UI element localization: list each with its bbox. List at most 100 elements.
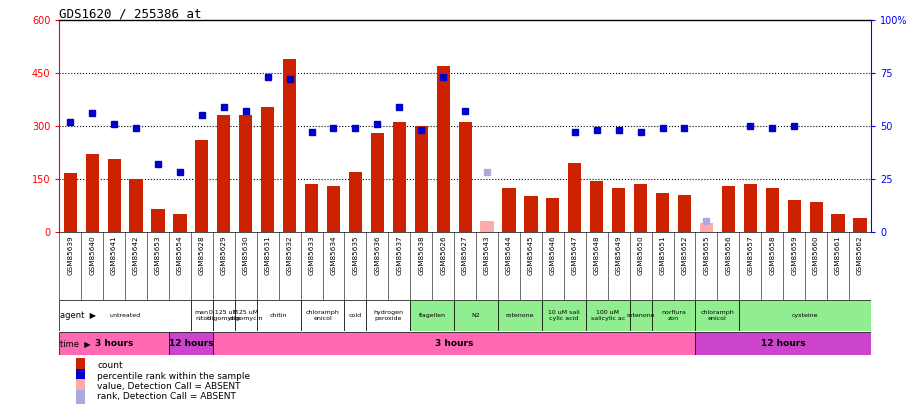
Text: GSM85636: GSM85636 [374, 235, 380, 275]
Text: GSM85626: GSM85626 [440, 235, 445, 275]
Text: GSM85654: GSM85654 [177, 235, 183, 275]
Bar [739, 300, 870, 330]
Text: 3 hours: 3 hours [435, 339, 473, 348]
Text: GSM85637: GSM85637 [396, 235, 402, 275]
Bar [107, 160, 120, 232]
Bar [169, 332, 212, 355]
Bar [234, 300, 256, 330]
Text: cysteine: cysteine [791, 313, 817, 318]
Text: 1.25 uM
oligomycin: 1.25 uM oligomycin [229, 310, 262, 321]
Text: 0.125 uM
oligomycin: 0.125 uM oligomycin [207, 310, 241, 321]
Bar [366, 300, 410, 330]
Bar [853, 217, 865, 232]
Text: GSM85632: GSM85632 [286, 235, 292, 275]
Text: GSM85631: GSM85631 [264, 235, 271, 275]
Bar [699, 223, 712, 232]
Bar [765, 188, 778, 232]
Text: chloramph
enicol: chloramph enicol [305, 310, 339, 321]
Text: GSM85656: GSM85656 [724, 235, 731, 275]
Bar [480, 221, 493, 232]
Bar [282, 59, 296, 232]
Text: GSM85640: GSM85640 [89, 235, 95, 275]
Text: 3 hours: 3 hours [95, 339, 133, 348]
Bar [415, 126, 427, 232]
Bar [301, 300, 344, 330]
Text: norflura
zon: norflura zon [660, 310, 685, 321]
Bar [86, 154, 98, 232]
Text: chitin: chitin [270, 313, 287, 318]
Text: GSM85641: GSM85641 [111, 235, 117, 275]
Text: GSM85638: GSM85638 [418, 235, 424, 275]
Bar [349, 172, 362, 232]
Text: GSM85630: GSM85630 [242, 235, 249, 275]
Bar [546, 198, 558, 232]
Bar [524, 196, 537, 232]
Text: GSM85651: GSM85651 [659, 235, 665, 275]
Text: 100 uM
salicylic ac: 100 uM salicylic ac [590, 310, 624, 321]
Bar [436, 66, 449, 232]
Text: GSM85627: GSM85627 [462, 235, 467, 275]
Text: GSM85655: GSM85655 [702, 235, 709, 275]
Bar [256, 300, 301, 330]
Text: GSM85639: GSM85639 [67, 235, 73, 275]
Text: cold: cold [349, 313, 362, 318]
Text: rotenone: rotenone [626, 313, 654, 318]
Bar [190, 300, 212, 330]
Bar [677, 195, 691, 232]
Text: percentile rank within the sample: percentile rank within the sample [97, 372, 251, 381]
Text: GSM85659: GSM85659 [791, 235, 796, 275]
Bar [129, 179, 142, 232]
Bar [611, 188, 625, 232]
Bar [655, 193, 669, 232]
Bar [502, 188, 515, 232]
Text: agent  ▶: agent ▶ [60, 311, 97, 320]
Bar [695, 332, 870, 355]
Bar [59, 300, 190, 330]
Text: time  ▶: time ▶ [60, 339, 91, 348]
Text: GSM85645: GSM85645 [527, 235, 533, 275]
Text: chloramph
enicol: chloramph enicol [700, 310, 733, 321]
Text: GSM85643: GSM85643 [484, 235, 489, 275]
Text: rotenone: rotenone [506, 313, 534, 318]
Text: GSM85661: GSM85661 [834, 235, 840, 275]
Bar [304, 184, 318, 232]
Bar [195, 140, 209, 232]
Bar [650, 300, 695, 330]
Text: GSM85658: GSM85658 [768, 235, 774, 275]
Bar [217, 115, 230, 232]
Bar [695, 300, 739, 330]
Text: value, Detection Call = ABSENT: value, Detection Call = ABSENT [97, 382, 241, 391]
Text: GSM85660: GSM85660 [813, 235, 818, 275]
Bar [742, 184, 756, 232]
Text: GSM85650: GSM85650 [637, 235, 643, 275]
Bar [151, 209, 164, 232]
Text: 12 hours: 12 hours [169, 339, 213, 348]
Bar [212, 332, 695, 355]
Text: GSM85646: GSM85646 [549, 235, 556, 275]
Text: N2: N2 [471, 313, 480, 318]
Text: GSM85634: GSM85634 [330, 235, 336, 275]
Text: hydrogen
peroxide: hydrogen peroxide [373, 310, 403, 321]
Bar [64, 173, 77, 232]
Bar [585, 300, 629, 330]
Text: GSM85633: GSM85633 [308, 235, 314, 275]
Bar [831, 214, 844, 232]
Bar [633, 184, 647, 232]
Text: GSM85647: GSM85647 [571, 235, 578, 275]
Bar [393, 122, 405, 232]
Text: GSM85644: GSM85644 [506, 235, 511, 275]
Bar [568, 163, 580, 232]
Bar [344, 300, 366, 330]
Text: GDS1620 / 255386_at: GDS1620 / 255386_at [59, 7, 201, 20]
Bar [589, 181, 603, 232]
Bar [76, 379, 85, 394]
Bar [721, 186, 734, 232]
Bar [76, 358, 85, 373]
Text: GSM85653: GSM85653 [155, 235, 161, 275]
Text: flagellen: flagellen [418, 313, 445, 318]
Bar [629, 300, 650, 330]
Bar [173, 214, 187, 232]
Bar [541, 300, 585, 330]
Text: rank, Detection Call = ABSENT: rank, Detection Call = ABSENT [97, 392, 236, 401]
Text: GSM85629: GSM85629 [220, 235, 227, 275]
